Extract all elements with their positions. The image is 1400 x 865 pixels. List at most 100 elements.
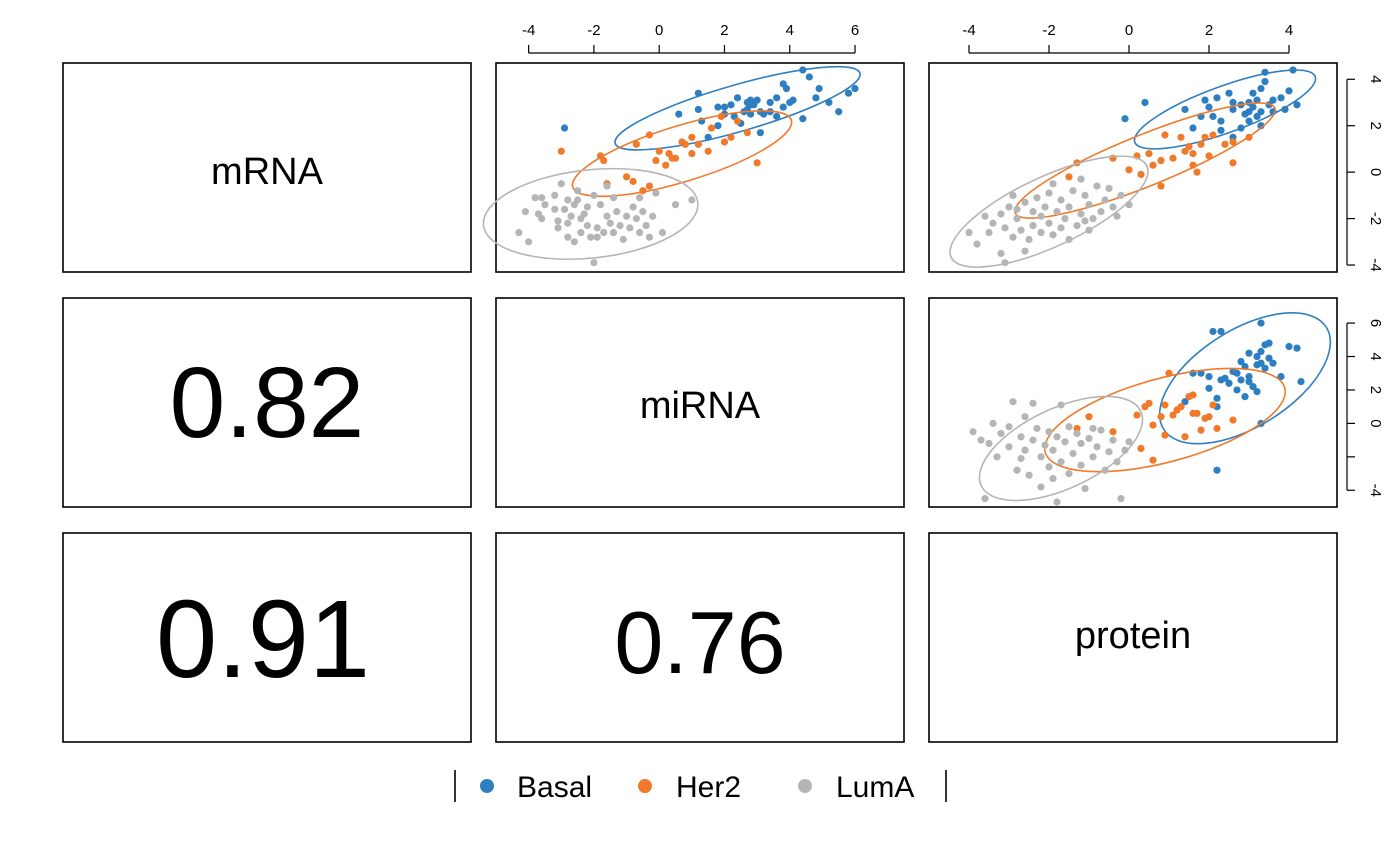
scatter-panels [482,65,1332,506]
point-luma [1053,498,1061,506]
point-her2 [688,133,696,141]
point-luma [1033,194,1041,202]
point-luma [1065,203,1073,211]
point-basal [1261,364,1269,372]
point-basal [704,133,712,141]
point-luma [1009,233,1017,241]
point-her2 [1149,456,1157,464]
point-luma [1025,471,1033,479]
ellipse-her2-miRNA-vs-mRNA [571,110,793,198]
point-basal [1269,359,1277,367]
point-luma [1077,439,1085,448]
point-luma [577,228,585,237]
point-her2 [1213,424,1221,433]
point-basal [753,96,761,104]
point-her2 [694,140,702,148]
point-her2 [1209,131,1217,139]
point-luma [981,212,989,220]
point-luma [1125,438,1133,446]
ellipse-luma-miRNA-vs-mRNA [482,167,699,261]
point-luma [1065,235,1073,244]
point-luma [1105,184,1113,192]
point-her2 [1161,401,1169,409]
point-luma [1109,203,1117,211]
point-her2 [707,124,716,132]
legend-label-her2: Her2 [676,771,741,804]
point-luma [1113,212,1121,220]
point-basal [1213,466,1221,474]
point-basal [1217,327,1225,336]
point-luma [541,201,549,209]
point-luma [570,238,578,246]
point-basal [1201,96,1209,104]
point-luma [1065,423,1073,431]
tick-label: 4 [1285,22,1293,39]
point-luma [1029,208,1037,216]
point-her2 [1137,170,1145,179]
legend-marker-her2 [638,779,652,793]
point-luma [1021,198,1029,206]
point-basal [773,94,781,102]
point-luma [1013,205,1021,213]
point-luma [671,201,680,209]
point-basal [815,84,823,93]
point-luma [593,224,601,232]
point-luma [1105,448,1113,456]
point-luma [965,228,973,237]
legend-label-basal: Basal [517,771,592,804]
point-her2 [1197,426,1205,434]
point-basal [1237,124,1245,132]
point-basal [1245,349,1253,357]
point-luma [554,217,562,225]
point-luma [1037,453,1045,461]
point-luma [583,221,591,230]
point-her2 [1109,428,1117,436]
point-luma [1077,175,1085,183]
point-basal [1285,342,1293,351]
point-her2 [1221,140,1229,148]
point-luma [1033,424,1041,433]
point-basal [799,115,807,123]
point-luma [1021,413,1029,421]
point-basal [1209,327,1217,336]
point-luma [1013,214,1021,223]
point-her2 [727,133,735,141]
point-basal [1205,372,1213,381]
point-luma [1069,449,1077,458]
corr-value-mirna-mrna: 0.82 [170,347,365,459]
point-her2 [1085,413,1093,421]
point-her2 [717,112,725,121]
point-her2 [1205,152,1213,160]
point-basal [851,84,859,93]
point-luma [587,233,595,241]
point-luma [1057,458,1065,466]
point-luma [1057,401,1065,409]
corr-value-protein-mirna: 0.76 [614,593,785,692]
panel-frame-r1c3 [928,62,1338,273]
point-luma [1021,247,1029,255]
point-basal [1261,77,1269,86]
point-her2 [1125,166,1133,174]
point-basal [1297,378,1305,386]
point-luma [1049,446,1057,454]
tick-label: 2 [720,22,728,39]
diagonal-labels: mRNA miRNA protein [211,151,1191,657]
point-luma [1077,210,1085,218]
point-luma [606,219,614,227]
point-basal [779,103,787,111]
tick-label: 6 [851,22,859,39]
point-luma [567,212,575,220]
point-luma [1081,191,1089,199]
point-basal [714,122,722,130]
tick-label: -2 [587,22,600,39]
point-luma [554,224,562,232]
point-basal [694,105,702,114]
point-luma [596,201,605,209]
tick-label: -4 [962,22,975,39]
point-luma [1061,214,1069,223]
tick-label: 4 [1367,75,1384,83]
point-luma [626,224,634,232]
point-basal [720,103,729,111]
point-luma [989,219,997,227]
